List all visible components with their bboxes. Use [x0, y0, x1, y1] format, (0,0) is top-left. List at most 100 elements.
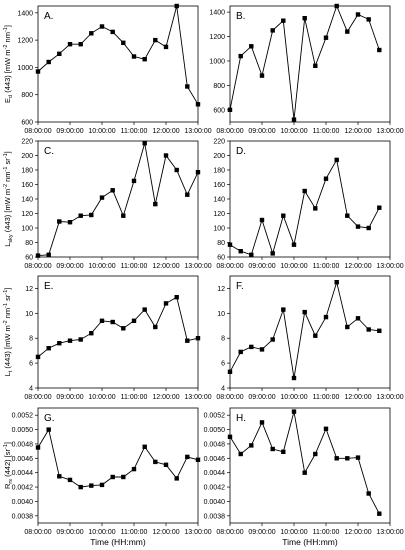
data-point	[57, 51, 62, 56]
x-tick-label: 11:00:00	[313, 263, 340, 270]
data-point	[57, 341, 62, 346]
data-point	[142, 141, 147, 146]
data-point	[259, 420, 265, 425]
data-point	[35, 445, 41, 450]
y-tick-label: 180	[21, 168, 33, 175]
data-point	[163, 462, 169, 467]
y-tick-label: 600	[21, 120, 33, 127]
series-line	[37, 296, 199, 358]
data-point	[78, 213, 83, 218]
x-tick-label: 10:00:00	[280, 128, 307, 135]
plot-frame	[229, 275, 391, 389]
x-tick-label: 08:00:00	[24, 128, 51, 135]
data-point	[259, 73, 265, 78]
panel-f: F. 4 6 8 10 12 08:00:00 09:00:00 10:00:00 11:00:0…	[216, 275, 404, 401]
data-point	[67, 42, 73, 47]
data-point	[334, 280, 339, 285]
x-tick-label: 13:00:00	[376, 394, 403, 401]
x-tick-label: 09:00:00	[248, 263, 275, 270]
y-tick-label: 0.0042	[204, 485, 226, 492]
y-tick-label: 0.0046	[204, 456, 226, 463]
y-tick-label: 0.0038	[12, 513, 34, 520]
data-point	[355, 12, 361, 17]
data-point	[334, 157, 339, 163]
data-point	[355, 455, 361, 460]
data-point	[57, 219, 62, 224]
y-tick-label: 0.0048	[204, 441, 226, 448]
y-tick-label: 160	[213, 182, 225, 189]
data-point	[238, 451, 243, 457]
x-tick-label: 10:00:00	[280, 263, 307, 270]
data-point	[377, 511, 382, 516]
x-tick-label: 08:00:00	[216, 263, 243, 270]
x-tick-label: 10:00:00	[280, 529, 307, 536]
panel-label: B.	[236, 11, 245, 22]
data-point	[163, 44, 169, 50]
y-tick-label: 4	[221, 386, 225, 393]
y-tick-label: 0.0050	[12, 427, 34, 434]
x-tick-label: 11:00:00	[313, 394, 340, 401]
data-point	[270, 28, 275, 33]
y-tick-label: 0.0050	[204, 427, 226, 434]
series-line	[37, 428, 199, 488]
y-tick-label: 80	[25, 240, 33, 247]
x-tick-label: 10:00:00	[280, 394, 307, 401]
data-point	[195, 170, 201, 175]
x-tick-label: 10:00:00	[88, 394, 115, 401]
x-tick-label: 10:00:00	[88, 529, 115, 536]
data-point	[259, 217, 265, 223]
data-point	[89, 31, 94, 36]
plot-frame	[37, 5, 199, 123]
y-tick-label: 0.0044	[204, 470, 226, 477]
data-point	[366, 491, 371, 496]
x-tick-label: 11:00:00	[313, 128, 340, 135]
y-tick-label: 200	[213, 153, 225, 160]
y-tick-label: 1400	[17, 10, 33, 17]
x-tick-label: 09:00:00	[56, 394, 83, 401]
data-point	[46, 427, 51, 432]
plot-frame	[229, 407, 391, 524]
series-line	[229, 158, 380, 256]
x-tick-label: 10:00:00	[88, 263, 115, 270]
x-tick-label: 12:00:00	[344, 128, 371, 135]
data-point	[153, 201, 158, 207]
y-tick-label: 12	[25, 286, 33, 293]
x-tick-label: 09:00:00	[248, 529, 275, 536]
y-tick-label: 6	[221, 361, 225, 368]
data-point	[313, 206, 318, 211]
data-point	[46, 59, 51, 65]
data-point	[110, 474, 115, 480]
data-point	[46, 252, 51, 257]
x-tick-label: 08:00:00	[24, 394, 51, 401]
x-tick-label: 11:00:00	[121, 263, 148, 270]
data-point	[131, 178, 137, 184]
y-tick-label: 80	[217, 240, 225, 247]
data-point	[366, 327, 371, 332]
data-point	[291, 375, 297, 381]
data-point	[323, 35, 329, 40]
panel-label: H.	[236, 413, 246, 424]
x-axis-title: Time (HH:mm)	[90, 537, 146, 547]
data-point	[355, 224, 361, 229]
data-point	[195, 102, 201, 107]
data-point	[110, 319, 115, 325]
data-point	[185, 454, 190, 460]
y-tick-label: 160	[21, 182, 33, 189]
x-tick-label: 13:00:00	[184, 529, 211, 536]
data-point	[89, 212, 94, 218]
plot-frame	[37, 407, 199, 524]
data-point	[302, 188, 307, 194]
data-point	[281, 213, 286, 218]
data-point	[355, 316, 361, 321]
data-point	[35, 253, 41, 258]
y-tick-label: 1200	[209, 34, 225, 41]
y-tick-label: 120	[213, 211, 225, 218]
panel-e: E. 4 6 8 10 12 08:00:00 09:00:00 10:00:00 11:00:0…	[3, 275, 212, 401]
y-tick-label: 220	[21, 139, 33, 146]
y-axis-label: Ed (443) [mW m-2 nm-1]	[3, 25, 14, 103]
y-axis-label: Rrs (442) [sr-1]	[3, 442, 14, 489]
data-point	[121, 326, 126, 331]
x-tick-label: 12:00:00	[344, 263, 371, 270]
data-point	[249, 344, 254, 350]
panel-b: B. 600 800 1000 1200 1400 08:00:00 09:00:00 10:0…	[209, 3, 404, 135]
